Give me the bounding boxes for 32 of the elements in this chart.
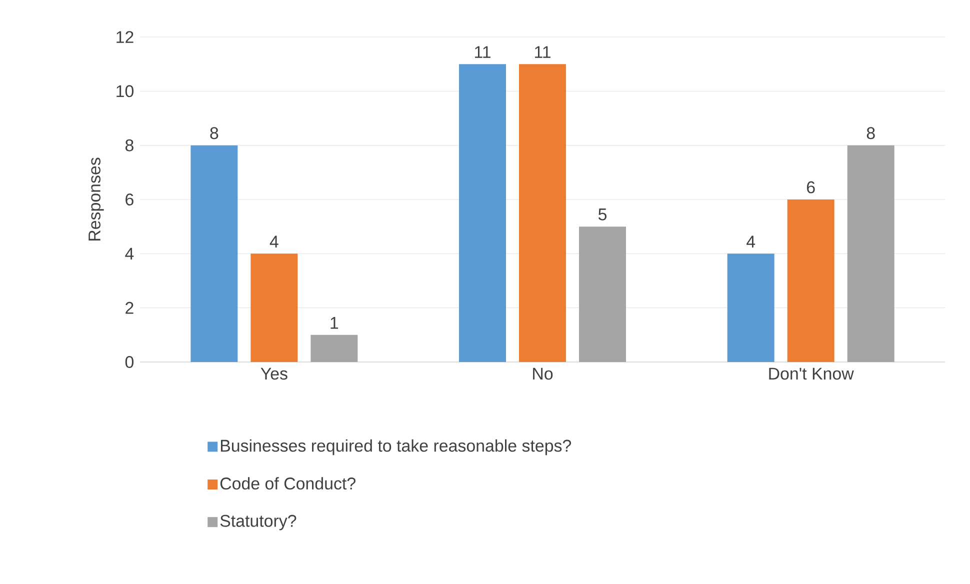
bar [579, 226, 626, 362]
legend-label: Statutory? [220, 514, 296, 530]
data-label: 8 [866, 127, 875, 140]
x-tick-label: Yes [260, 368, 288, 380]
x-tick-label: Don't Know [769, 368, 854, 380]
y-tick-label: 6 [126, 194, 134, 206]
data-label: 1 [330, 317, 338, 329]
data-label: 4 [270, 236, 278, 248]
y-axis-title: Responses [88, 158, 104, 240]
y-tick-label: 2 [126, 302, 134, 314]
bar [727, 254, 774, 362]
bar [190, 145, 238, 362]
data-label: 5 [598, 208, 606, 220]
y-tick-label: 12 [116, 31, 134, 43]
bar [459, 64, 506, 362]
bar [787, 199, 834, 362]
x-tick-label: No [533, 368, 553, 380]
bar [250, 254, 298, 362]
bar [519, 64, 566, 362]
legend-label: Code of Conduct? [220, 477, 356, 490]
legend-label: Businesses required to take reasonable steps? [220, 439, 572, 456]
data-label: 4 [746, 236, 756, 248]
data-label: 11 [535, 46, 550, 58]
y-tick-label: 4 [125, 248, 134, 260]
bar [847, 145, 894, 362]
bar [310, 334, 358, 362]
y-tick-label: 8 [125, 139, 134, 152]
y-tick-label: 10 [116, 85, 134, 98]
data-label: 11 [475, 46, 490, 58]
data-label: 8 [210, 127, 218, 140]
y-tick-label: 0 [125, 356, 134, 368]
data-label: 6 [806, 181, 815, 194]
